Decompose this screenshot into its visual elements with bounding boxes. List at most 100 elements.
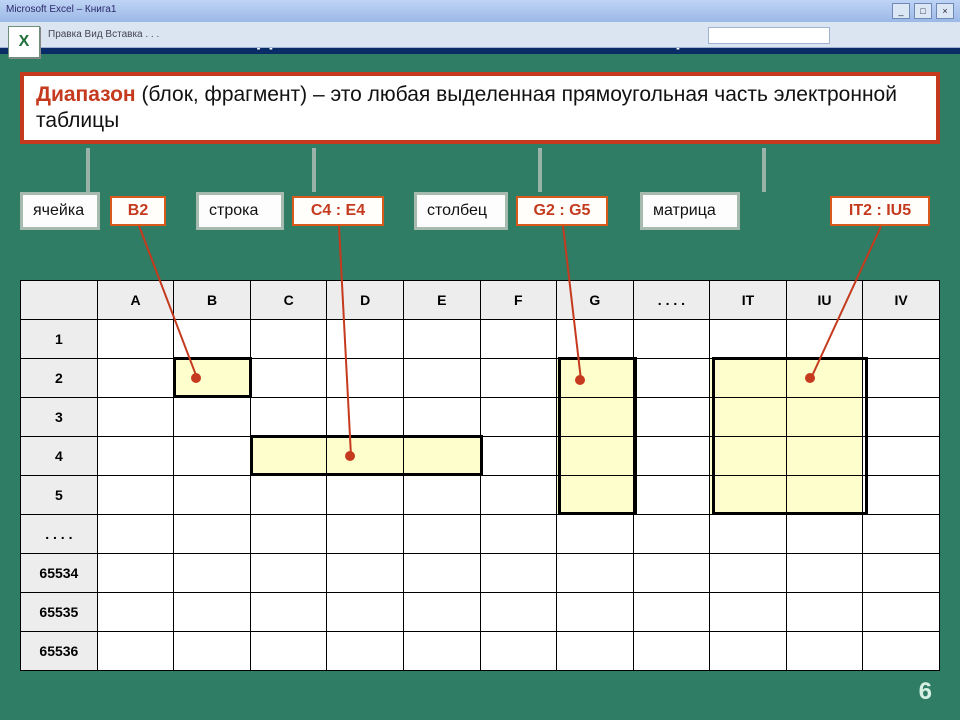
cell [480,320,557,359]
cell [97,359,174,398]
cell [327,398,404,437]
cell [97,476,174,515]
cell [174,359,251,398]
cell [97,632,174,671]
cell [710,515,787,554]
cell [557,515,634,554]
cell [250,359,327,398]
connector-line [86,148,90,192]
cell [174,398,251,437]
row-header: 3 [21,398,98,437]
cell [557,593,634,632]
cell [786,476,863,515]
cell [863,359,940,398]
cell [97,554,174,593]
cell [480,398,557,437]
cell [480,359,557,398]
cell [863,593,940,632]
cell [174,554,251,593]
cell [863,515,940,554]
col-header: IV [863,281,940,320]
pointer-dot [575,375,585,385]
cell [327,359,404,398]
cell [786,515,863,554]
cell [863,476,940,515]
cell [557,437,634,476]
excel-icon: X [8,26,40,58]
cell [480,515,557,554]
cell [863,632,940,671]
cell [863,320,940,359]
cell [786,437,863,476]
cell [633,398,710,437]
close-button[interactable]: × [936,3,954,19]
col-header: E [404,281,481,320]
cell [863,554,940,593]
cell [863,398,940,437]
cell [327,476,404,515]
cell [174,515,251,554]
cell [633,320,710,359]
cell [710,320,787,359]
cell [786,320,863,359]
cell [710,554,787,593]
cell [633,437,710,476]
cell [174,476,251,515]
cell [404,359,481,398]
cell [174,593,251,632]
cell [250,398,327,437]
definition-text: (блок, фрагмент) – это любая выделенная … [36,83,897,132]
cell [97,593,174,632]
cell [404,398,481,437]
help-search-box[interactable] [708,27,830,44]
cell [557,476,634,515]
cell [557,632,634,671]
col-header: B [174,281,251,320]
category-label: ячейка [20,192,100,230]
cell [710,593,787,632]
cell [480,554,557,593]
connector-line [762,148,766,192]
cell [710,359,787,398]
cell [633,554,710,593]
cell [327,632,404,671]
cell [480,632,557,671]
cell [97,515,174,554]
min-button[interactable]: _ [892,3,910,19]
cell [250,320,327,359]
cell [250,515,327,554]
cell [786,593,863,632]
row-header: 2 [21,359,98,398]
row-header: . . . . [21,515,98,554]
cell [710,398,787,437]
row-header: 1 [21,320,98,359]
pointer-dot [805,373,815,383]
row-header: 65535 [21,593,98,632]
cell [250,437,327,476]
cell [633,476,710,515]
cell [327,437,404,476]
cell [250,476,327,515]
col-header: D [327,281,404,320]
window-titlebar: Microsoft Excel – Книга1 _ □ × [0,0,960,22]
cell [557,554,634,593]
col-header: C [250,281,327,320]
row-header: 5 [21,476,98,515]
cell [633,515,710,554]
cell [327,320,404,359]
range-ref-chip: B2 [110,196,166,226]
cell [557,398,634,437]
category-label: строка [196,192,284,230]
max-button[interactable]: □ [914,3,932,19]
cell [404,515,481,554]
cell [174,320,251,359]
cell [404,632,481,671]
connector-line [312,148,316,192]
cell [250,593,327,632]
definition-keyword: Диапазон [36,83,136,106]
cell [327,593,404,632]
cell [633,593,710,632]
cell [174,632,251,671]
range-ref-chip: C4 : E4 [292,196,384,226]
col-header: . . . . [633,281,710,320]
